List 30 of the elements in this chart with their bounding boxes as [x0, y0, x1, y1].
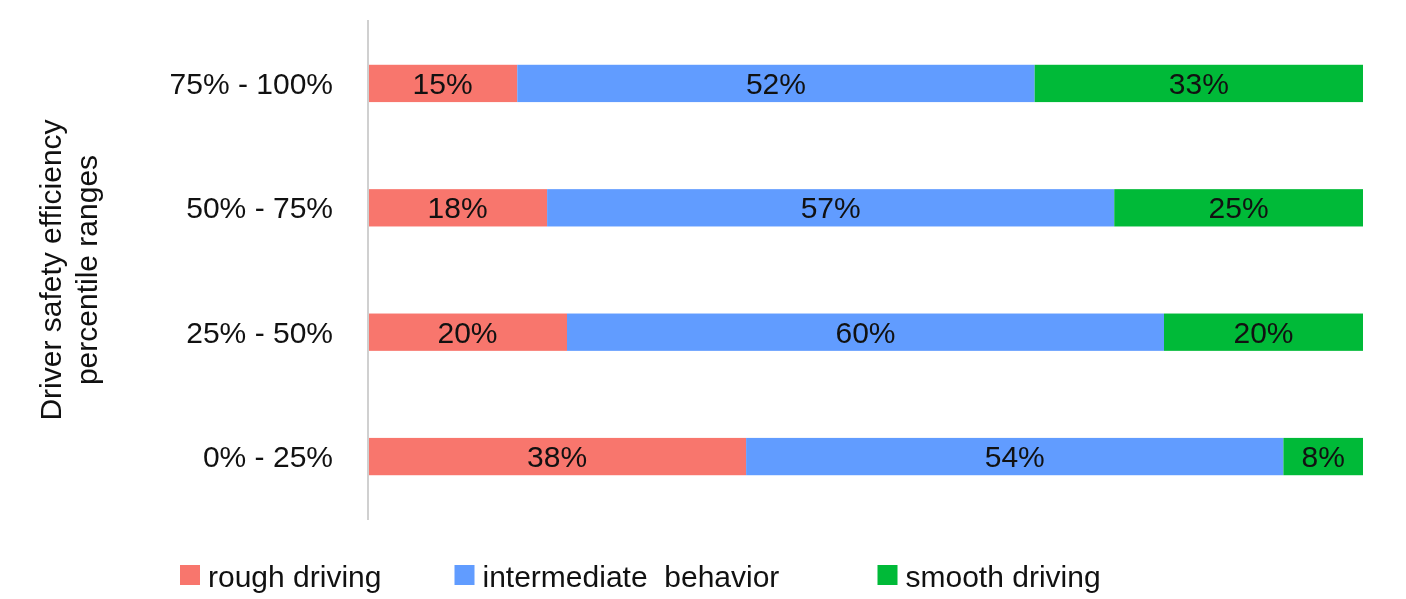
legend-label: smooth driving — [905, 559, 1101, 593]
data-label: 25% — [1208, 191, 1269, 225]
data-label: 57% — [800, 191, 861, 225]
bar — [1034, 64, 1363, 103]
y-tick-label: 0% - 25% — [202, 440, 333, 474]
legend-label: rough driving — [208, 559, 382, 593]
y-tick-label: 25% - 50% — [186, 315, 333, 349]
bar — [368, 313, 567, 351]
bar — [1114, 189, 1363, 227]
bar — [746, 437, 1284, 476]
bar — [1164, 313, 1363, 351]
y-tick-label: 50% - 75% — [186, 191, 333, 225]
data-label: 38% — [527, 440, 588, 474]
legend-label: intermediate behavior — [482, 559, 780, 593]
data-label: 60% — [835, 315, 896, 349]
data-label: 18% — [427, 191, 488, 225]
data-label: 20% — [437, 315, 498, 349]
bar — [368, 437, 747, 476]
bar — [517, 64, 1035, 103]
bar — [368, 189, 548, 227]
data-label: 20% — [1233, 315, 1294, 349]
bar — [567, 313, 1164, 351]
data-label: 15% — [412, 66, 473, 100]
y-axis-title: Driver safety efficiency percentile ranges — [34, 119, 103, 421]
y-tick-label: 75% - 100% — [169, 66, 333, 100]
data-label: 54% — [984, 440, 1045, 474]
bar — [547, 189, 1115, 227]
data-label: 33% — [1168, 66, 1229, 100]
data-label: 8% — [1301, 440, 1345, 474]
data-label: 52% — [745, 66, 806, 100]
